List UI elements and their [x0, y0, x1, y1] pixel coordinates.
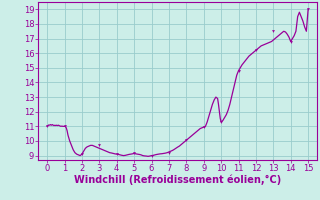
X-axis label: Windchill (Refroidissement éolien,°C): Windchill (Refroidissement éolien,°C) [74, 175, 281, 185]
